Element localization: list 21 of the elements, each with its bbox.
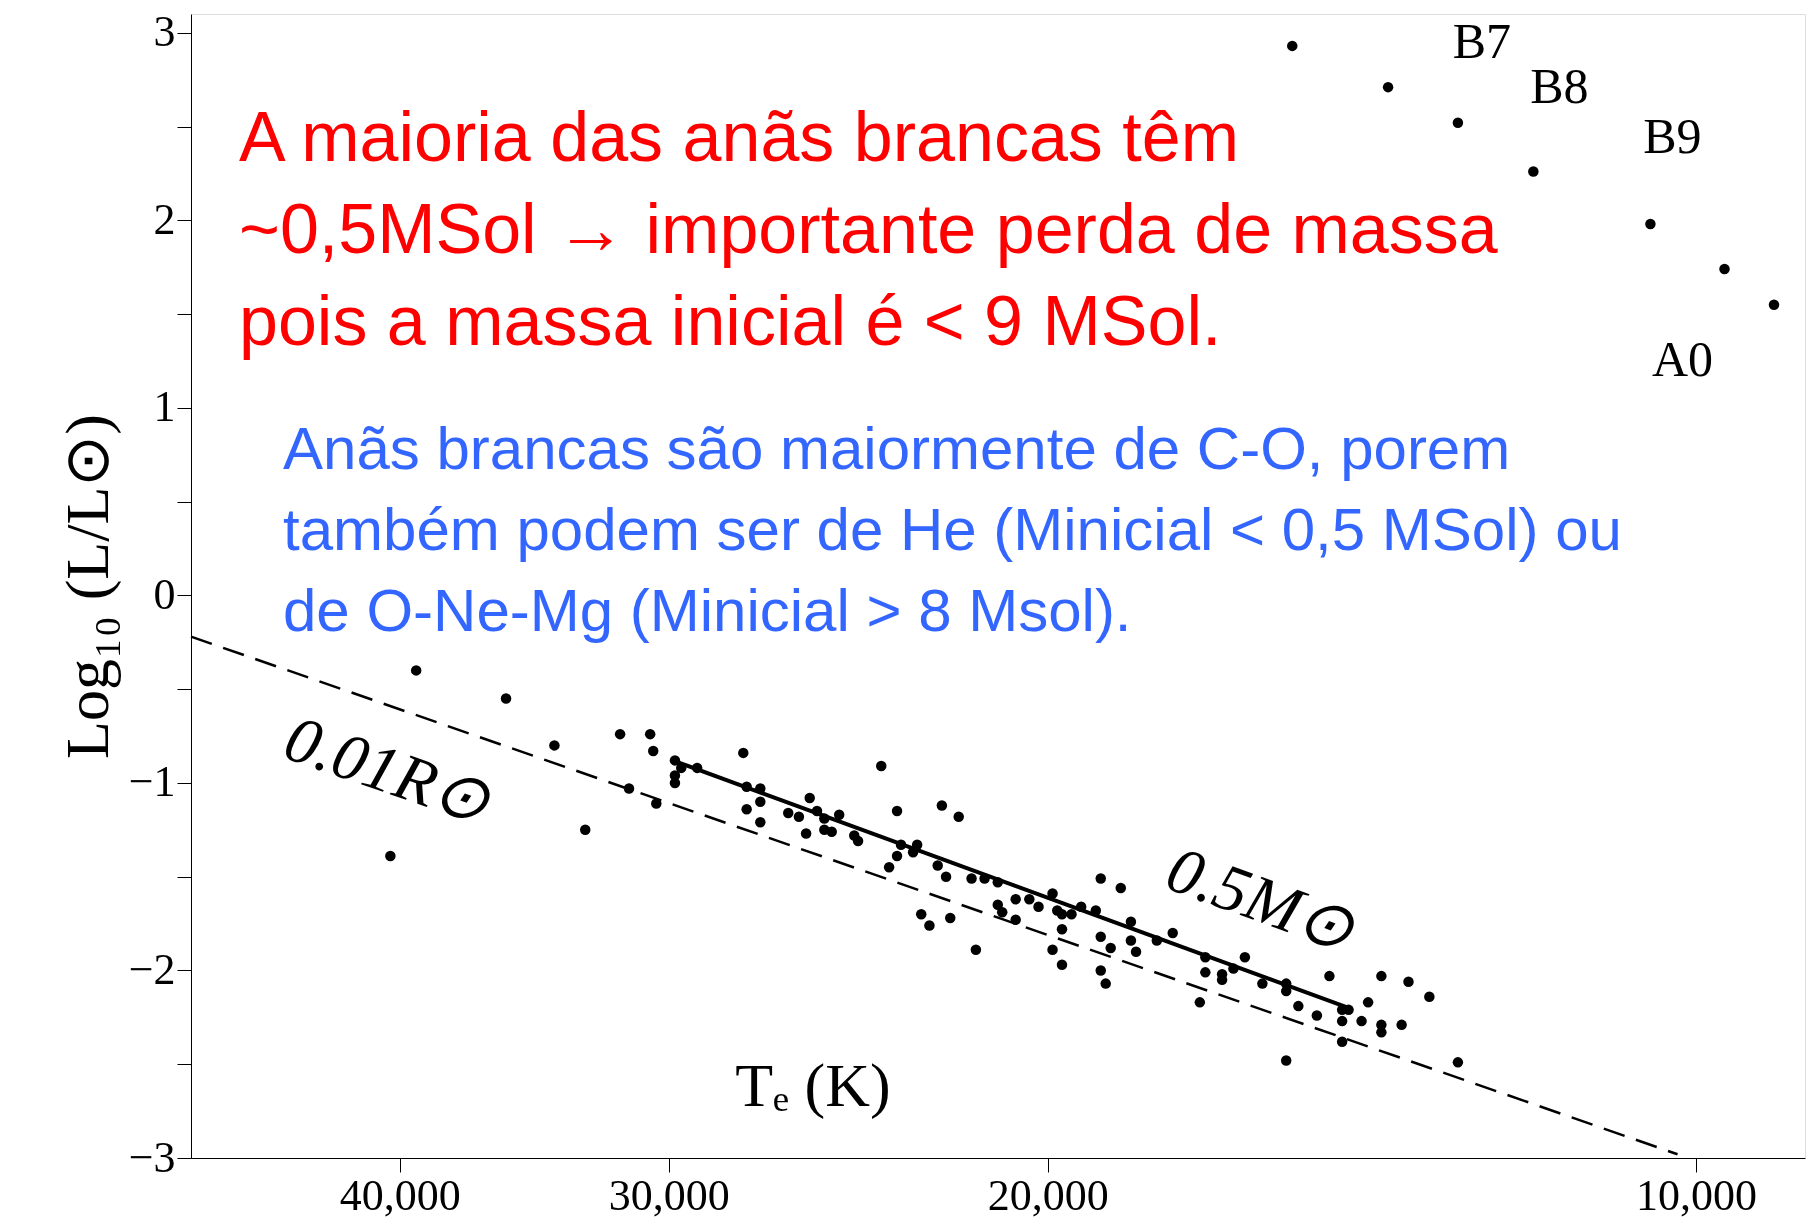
y-tick-label: 3 bbox=[153, 7, 176, 57]
annotation: Anãs brancas são maiormente de C-O, porem também podem ser de He (Minicial < 0,5 MSol) ou de O-Ne-Mg (Minicial > 8 Msol). bbox=[283, 415, 1622, 644]
x-tick-label: 10,000 bbox=[1636, 1170, 1758, 1220]
annotation: B7 bbox=[1452, 12, 1512, 69]
annotation: A maioria das anãs brancas têm ~0,5MSol → importante perda de massa pois a massa inicial é < 9 MSol. bbox=[239, 98, 1498, 360]
y-tick-label: 0 bbox=[153, 569, 176, 619]
x-axis-title: Tₑ (K) bbox=[735, 1050, 891, 1120]
y-tick-label: −2 bbox=[128, 944, 176, 994]
annotation: 0.01R⊙ bbox=[276, 700, 501, 839]
y-tick-label: 2 bbox=[153, 194, 176, 244]
x-tick-label: 40,000 bbox=[339, 1170, 461, 1220]
annotation: 0.5M⊙ bbox=[1157, 831, 1365, 967]
y-tick-label: −1 bbox=[128, 757, 176, 807]
x-tick-label: 30,000 bbox=[608, 1170, 730, 1220]
y-tick-label: −3 bbox=[128, 1132, 176, 1182]
annotation: A0 bbox=[1651, 331, 1714, 388]
y-tick-label: 1 bbox=[153, 382, 176, 432]
annotation: B8 bbox=[1530, 57, 1589, 114]
y-axis-title: Log₁₀ (L/L⊙) bbox=[52, 414, 122, 759]
annotation: B9 bbox=[1643, 108, 1702, 165]
x-tick-label: 20,000 bbox=[987, 1170, 1109, 1220]
